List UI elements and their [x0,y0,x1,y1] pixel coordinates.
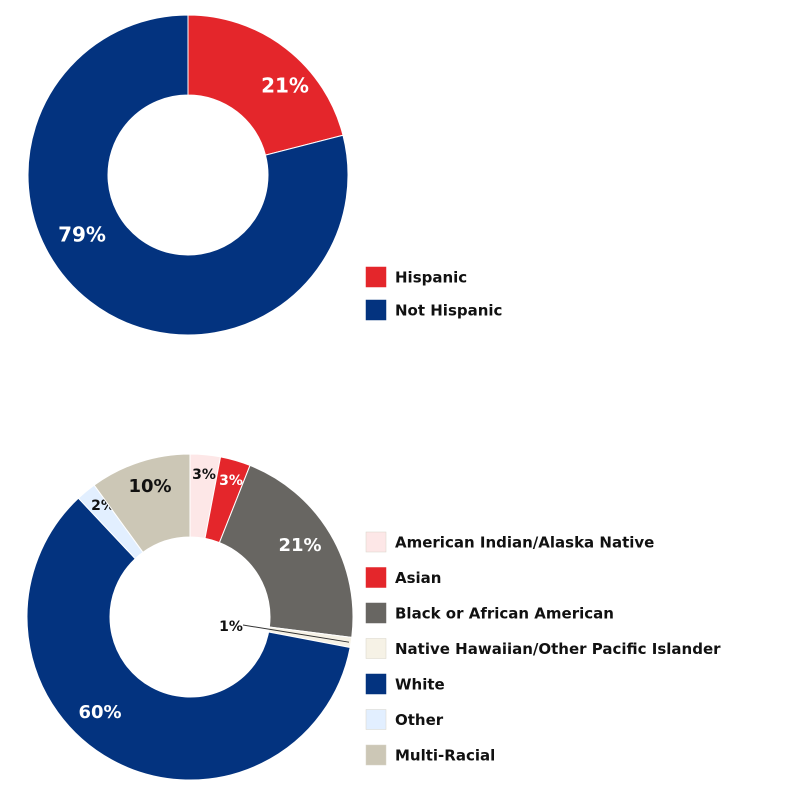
slice-hispanic [187,14,344,156]
legend-swatch-other [365,709,387,730]
slice-black-or-african-american [218,464,354,638]
legend-swatch-hispanic [365,266,387,288]
legend-swatch-native-hawaiian-other-pacific-islander [365,638,387,659]
legend-label-not-hispanic: Not Hispanic [395,302,502,320]
race-legend: American Indian/Alaska Native Asian Black … [365,531,721,766]
data-label-black-or-african-american: 21% [278,535,321,556]
legend-label-other: Other [395,711,444,729]
data-label-not-hispanic: 79% [58,223,106,247]
slice-multi-racial [93,453,191,553]
data-label-american-indian-alaska-native: 3% [192,467,216,483]
legend-swatch-black-or-african-american [365,602,387,624]
legend-swatch-multi-racial [365,744,387,766]
legend-label-black-or-african-american: Black or African American [395,605,614,623]
legend-swatch-american-indian-alaska-native [365,531,387,553]
ethnicity-donut-chart: 21% 79% [27,14,349,336]
data-label-multi-racial: 10% [128,476,171,497]
race-donut-chart: 3% 3%21%1%60%2%10% [26,453,354,781]
data-label-asian: 3% [219,473,243,489]
legend-label-multi-racial: Multi-Racial [395,747,495,765]
ethnicity-legend: Hispanic Not Hispanic [365,266,502,321]
data-label-native-hawaiian-other-pacific-islander: 1% [219,619,243,635]
data-label-hispanic: 21% [261,74,309,98]
legend-label-hispanic: Hispanic [395,269,467,287]
slice-white [26,497,351,781]
legend-label-native-hawaiian-other-pacific-islander: Native Hawaiian/Other Pacific Islander [395,640,721,658]
legend-swatch-not-hispanic [365,299,387,321]
slice-not-hispanic [27,14,349,336]
legend-label-american-indian-alaska-native: American Indian/Alaska Native [395,534,654,552]
legend-swatch-asian [365,567,387,588]
data-label-white: 60% [78,702,121,723]
legend-label-white: White [395,676,445,694]
legend-label-asian: Asian [395,569,441,587]
leader-line-native-hawaiian-other-pacific-islander [242,624,350,643]
legend-swatch-white [365,673,387,695]
